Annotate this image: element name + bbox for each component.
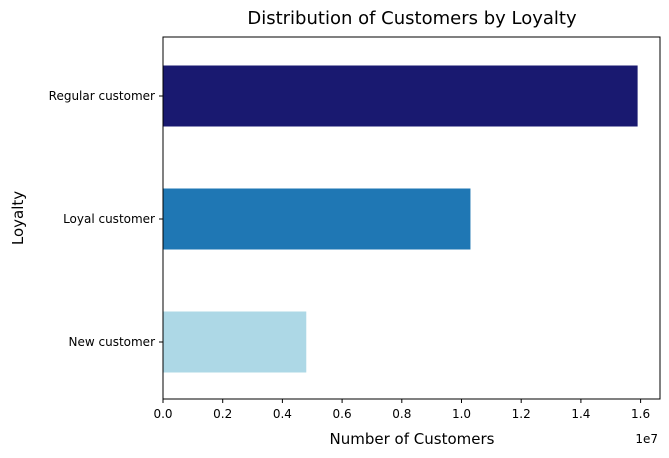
y-axis-label: Loyalty	[9, 191, 27, 245]
x-tick-label: 0.6	[333, 407, 352, 421]
x-tick-label: 0.8	[392, 407, 411, 421]
y-axis-ticks: New customer Loyal customer Regular custom…	[49, 89, 163, 349]
x-tick-label: 1.4	[571, 407, 590, 421]
x-axis-label: Number of Customers	[330, 430, 495, 448]
x-axis-offset-label: 1e7	[635, 432, 658, 446]
x-tick-label: 0.2	[213, 407, 232, 421]
x-axis-ticks: 0.0 0.2 0.4 0.6 0.8 1.0 1.2 1.4 1.6	[153, 399, 650, 421]
bar-loyal-customer	[163, 188, 471, 250]
bar-new-customer	[163, 311, 307, 373]
bar-regular-customer	[163, 65, 638, 127]
y-tick-label: New customer	[69, 335, 156, 349]
x-tick-label: 0.4	[273, 407, 292, 421]
x-tick-label: 1.2	[512, 407, 531, 421]
x-tick-label: 0.0	[153, 407, 172, 421]
y-tick-label: Regular customer	[49, 89, 155, 103]
x-tick-label: 1.6	[631, 407, 650, 421]
chart-title: Distribution of Customers by Loyalty	[247, 8, 577, 29]
plot-frame	[162, 36, 661, 400]
bars-group	[163, 65, 638, 373]
y-tick-label: Loyal customer	[63, 212, 155, 226]
x-tick-label: 1.0	[452, 407, 471, 421]
